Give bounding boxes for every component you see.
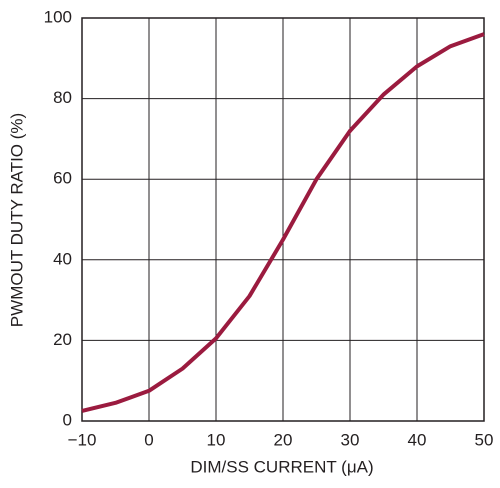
x-axis-title: DIM/SS CURRENT (μA) [190,457,373,476]
x-tick-label: 20 [274,430,293,449]
y-tick-label: 60 [53,169,72,188]
y-tick-label: 100 [44,7,72,26]
y-tick-label: 0 [63,410,72,429]
y-tick-label: 80 [53,88,72,107]
x-tick-label: 30 [341,430,360,449]
y-axis-title: PWMOUT DUTY RATIO (%) [7,113,26,327]
plot-frame [81,17,485,422]
y-tick-label: 40 [53,249,72,268]
x-tick-label: −10 [68,430,97,449]
x-tick-label: 40 [408,430,427,449]
y-tick-label: 20 [53,330,72,349]
x-tick-label: 0 [144,430,153,449]
x-tick-label: 50 [475,430,494,449]
x-tick-label: 10 [207,430,226,449]
line [81,32,485,413]
